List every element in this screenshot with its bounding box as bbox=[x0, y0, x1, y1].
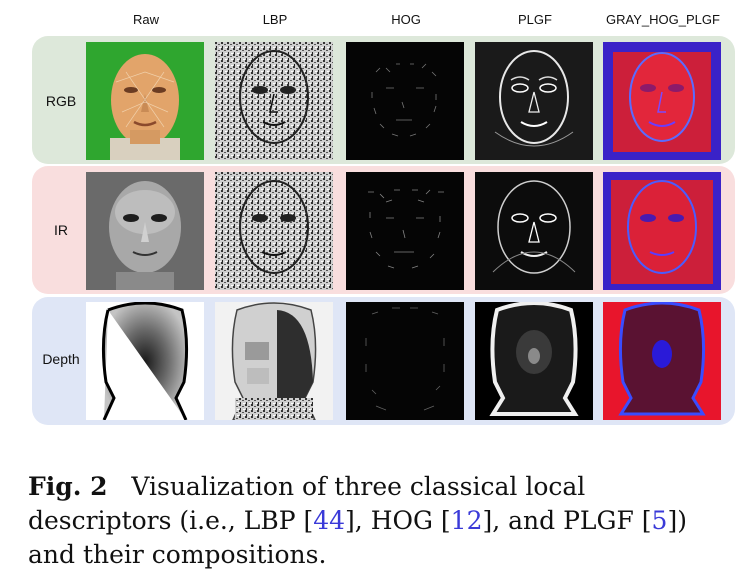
caption-text-c: ], and PLGF [ bbox=[482, 506, 652, 535]
face-image-rgb-raw bbox=[86, 42, 204, 160]
citation-link-12[interactable]: 12 bbox=[450, 506, 483, 535]
tile-depth-plgf bbox=[475, 302, 593, 420]
tile-rgb-lbp bbox=[215, 42, 333, 160]
face-image-depth-hog bbox=[346, 302, 464, 420]
face-image-ir-plgf bbox=[475, 172, 593, 290]
column-header-lbp: LBP bbox=[262, 12, 288, 27]
figure-caption: Fig. 2 Visualization of three classical … bbox=[28, 470, 718, 572]
column-header-gray-hog-plgf: GRAY_HOG_PLGF bbox=[606, 12, 720, 27]
caption-text-a: Visualization of three classical local d… bbox=[28, 472, 586, 535]
tile-rgb-gray-hog-plgf bbox=[603, 42, 721, 160]
citation-link-44[interactable]: 44 bbox=[313, 506, 346, 535]
face-image-rgb-hog bbox=[346, 42, 464, 160]
row-label-ir: IR bbox=[54, 222, 68, 238]
face-image-ir-hog bbox=[346, 172, 464, 290]
caption-text-d: ]) and their compositions. bbox=[28, 506, 687, 569]
face-image-depth-plgf bbox=[475, 302, 593, 420]
tile-rgb-plgf bbox=[475, 42, 593, 160]
column-header-raw: Raw bbox=[132, 12, 159, 27]
face-image-depth-lbp bbox=[215, 302, 333, 420]
caption-text-b: ], HOG [ bbox=[345, 506, 451, 535]
column-header-hog: HOG bbox=[391, 12, 421, 27]
row-label-depth: Depth bbox=[42, 351, 80, 367]
tile-rgb-raw bbox=[86, 42, 204, 160]
tile-rgb-hog bbox=[346, 42, 464, 160]
tile-depth-hog bbox=[346, 302, 464, 420]
tile-depth-raw bbox=[86, 302, 204, 420]
row-label-rgb: RGB bbox=[45, 93, 77, 109]
face-image-ir-raw bbox=[86, 172, 204, 290]
column-header-plgf: PLGF bbox=[518, 12, 552, 27]
citation-link-5[interactable]: 5 bbox=[651, 506, 668, 535]
face-image-depth-raw bbox=[86, 302, 204, 420]
face-image-rgb-plgf bbox=[475, 42, 593, 160]
face-image-depth-gray-hog-plgf bbox=[603, 302, 721, 420]
face-image-ir-gray-hog-plgf bbox=[603, 172, 721, 290]
tile-ir-lbp bbox=[215, 172, 333, 290]
face-image-rgb-lbp bbox=[215, 42, 333, 160]
tile-ir-plgf bbox=[475, 172, 593, 290]
face-image-ir-lbp bbox=[215, 172, 333, 290]
tile-ir-hog bbox=[346, 172, 464, 290]
tile-depth-gray-hog-plgf bbox=[603, 302, 721, 420]
figure-label: Fig. 2 bbox=[28, 472, 108, 501]
tile-ir-gray-hog-plgf bbox=[603, 172, 721, 290]
tile-ir-raw bbox=[86, 172, 204, 290]
tile-depth-lbp bbox=[215, 302, 333, 420]
face-image-rgb-gray-hog-plgf bbox=[603, 42, 721, 160]
